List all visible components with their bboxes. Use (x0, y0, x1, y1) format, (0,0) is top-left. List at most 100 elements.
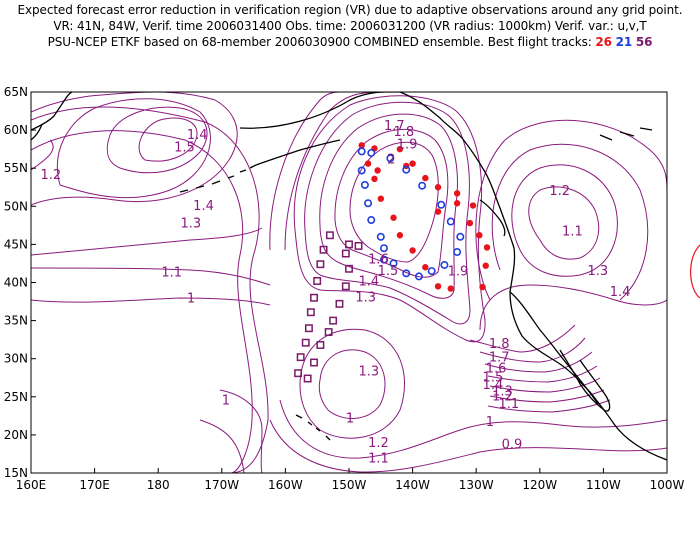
verification-region-circle (690, 244, 700, 299)
dropsonde-point-red (422, 174, 429, 182)
vancouver-island (479, 199, 506, 237)
contour-label: 1.1 (161, 265, 182, 280)
dropsonde-point-purple (329, 316, 338, 325)
lon-tick-label: 110W (586, 478, 621, 492)
contour-label: 1.3 (588, 264, 609, 279)
contour-label: 1.1 (498, 397, 519, 412)
lon-tick-label: 160W (268, 478, 303, 492)
dropsonde-point-blue (357, 147, 366, 156)
coastline-asia (31, 92, 73, 131)
contour-layer: 1.41.51.21.41.31.111.71.81.921.21.11.31.… (31, 92, 667, 473)
contour-label: 1.4 (187, 128, 208, 143)
dropsonde-point-red (374, 167, 381, 174)
dropsonde-point-blue (402, 165, 411, 174)
contour-line (334, 128, 449, 278)
dropsonde-point-blue (379, 244, 388, 253)
dropsonde-point-red (396, 232, 404, 239)
contour-line (31, 139, 54, 171)
contour-label: 1.2 (368, 436, 389, 451)
contour-label: 1.3 (492, 384, 513, 399)
lat-tick-label: 30N (4, 352, 28, 366)
dropsonde-point-purple (345, 240, 353, 249)
dropsonde-point-blue (376, 232, 385, 241)
contour-line (489, 377, 601, 393)
dropsonde-point-red (482, 262, 489, 269)
contour-line (487, 365, 598, 383)
dropsonde-point-blue (367, 148, 376, 157)
lat-tick-label: 25N (4, 390, 28, 404)
contour-line (319, 113, 458, 299)
lon-tick-label: 160E (16, 478, 47, 492)
latitude-axis: 65N 60N 55N 50N 45N 40N 35N 30N 25N 20N 15N (4, 85, 36, 480)
dropsonde-point-red (479, 283, 486, 291)
dropsonde-point-red (483, 244, 491, 251)
lat-tick-label: 40N (4, 276, 28, 290)
contour-label: 1.2 (41, 168, 62, 183)
dropsonde-point-red (396, 145, 404, 153)
dropsonde-point-red (364, 160, 372, 167)
lon-tick-label: 100W (650, 478, 685, 492)
dropsonde-point-blue (360, 180, 369, 189)
dropsonde-point-blue (418, 181, 427, 190)
lat-tick-label: 55N (4, 161, 28, 175)
hudson-islands (599, 127, 653, 141)
lat-tick-label: 20N (4, 428, 28, 442)
dropsonde-point-red (434, 283, 442, 290)
contour-line (304, 101, 471, 325)
contour-line (487, 399, 611, 413)
contour-label: 1 (486, 415, 494, 430)
coastline-baja-tip (559, 349, 611, 412)
contour-line (219, 389, 263, 473)
longitude-axis: 160E 170E 180 170W 160W 150W 140W 130W 120W 110W 1… (16, 468, 685, 492)
dropsonde-point-blue (427, 267, 436, 276)
dropsonde-point-blue (386, 154, 395, 163)
contour-line (528, 186, 600, 260)
contour-label: 1.2 (549, 184, 570, 199)
dropsonde-point-purple (335, 299, 344, 308)
lat-tick-label: 35N (4, 314, 28, 328)
lon-tick-label: 170W (204, 478, 239, 492)
dropsonde-point-purple (341, 249, 350, 258)
dropsonde-point-red (466, 219, 474, 227)
alaska-peninsula (255, 139, 341, 166)
contour-label: 1.3 (180, 217, 201, 232)
coastline-kamchatka (31, 123, 43, 141)
contour-label: 1.6 (486, 361, 507, 376)
dropsonde-point-purple (301, 338, 310, 347)
title-line-1: Expected forecast error reduction in ver… (17, 3, 683, 17)
contour-line (31, 106, 269, 473)
dropsonde-point-blue (453, 248, 462, 257)
contour-line (31, 267, 271, 286)
dropsonde-point-red (371, 175, 378, 183)
contour-line (349, 141, 439, 263)
contour-label: 1.4 (359, 275, 380, 290)
dropsonde-point-blue (437, 200, 446, 209)
dropsonde-point-red (409, 247, 416, 254)
dropsonde-point-purple (310, 358, 318, 367)
dropsonde-point-red (422, 264, 429, 271)
lat-tick-label: 15N (4, 466, 28, 480)
dropsonde-point-purple (304, 324, 313, 333)
title-line-3-prefix: PSU-NCEP ETKF based on 68-member 2006030… (47, 35, 592, 49)
contour-line (31, 227, 263, 256)
lon-tick-label: 180 (147, 478, 170, 492)
dropsonde-point-red (390, 214, 397, 221)
dropsonde-point-blue (414, 272, 423, 281)
contour-label: 1.1 (562, 224, 583, 239)
contour-line (318, 349, 386, 419)
contour-label: 1.5 (483, 371, 504, 386)
dropsonde-point-purple (306, 308, 315, 317)
contour-label: 1.5 (378, 264, 399, 279)
dropsonde-point-purple (354, 241, 363, 250)
dropsonde-point-purple (294, 369, 303, 378)
lat-tick-label: 50N (4, 199, 28, 213)
dropsonde-point-blue (389, 259, 398, 268)
contour-label: 1.3 (359, 364, 380, 379)
dropsonde-point-purple (316, 260, 325, 269)
dropsonde-point-blue (367, 216, 376, 225)
aleutian-islands (179, 164, 257, 193)
dropsonde-point-red (434, 208, 442, 215)
contour-line (106, 106, 208, 174)
title-line-3: PSU-NCEP ETKF based on 68-member 2006030… (0, 35, 700, 49)
dropsonde-point-blue (402, 269, 411, 278)
